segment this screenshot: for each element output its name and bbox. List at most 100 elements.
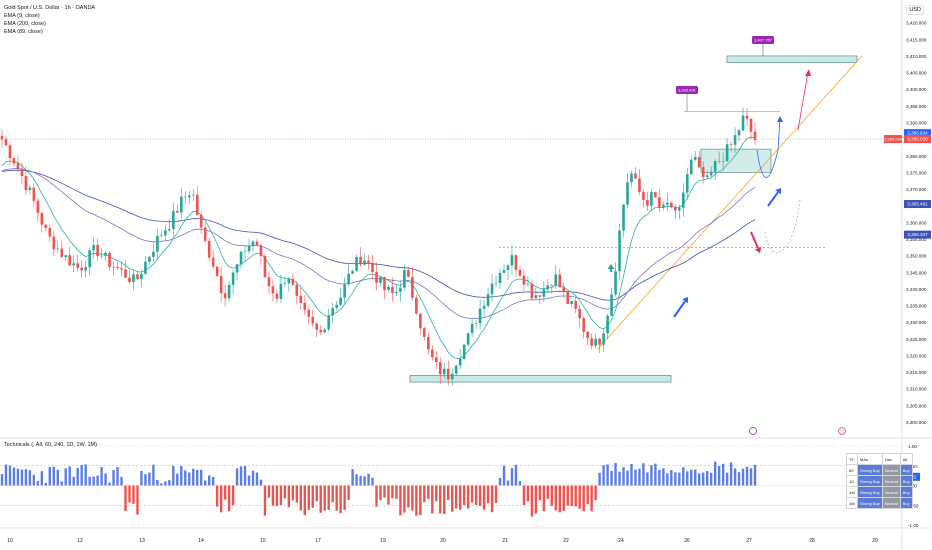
ind-bar (160, 483, 163, 486)
ind-bar (124, 485, 127, 511)
ind-bar (176, 473, 179, 486)
candle (319, 329, 323, 333)
ind-bar (371, 477, 374, 486)
candle (259, 245, 263, 256)
x-tick-label: 10 (7, 538, 13, 544)
ind-bar (343, 485, 346, 510)
ind-bar (574, 485, 577, 507)
target-tag-text: 3,407.757 (754, 38, 773, 43)
candle (327, 315, 330, 330)
ind-bar (291, 485, 295, 501)
candle (172, 210, 175, 230)
candle (626, 182, 629, 205)
candle (183, 196, 187, 198)
ind-bar (435, 485, 438, 502)
candle (438, 362, 442, 375)
ind-bar (379, 485, 382, 501)
candle (642, 191, 645, 200)
ind-bar (447, 485, 450, 501)
x-tick-label: 19 (380, 538, 386, 544)
legend-ema200[interactable]: EMA (200, close) (4, 21, 46, 27)
resistance-zone (726, 55, 858, 63)
legend-ema89[interactable]: EMA (89, close) (4, 29, 43, 35)
ind-bar (626, 470, 629, 486)
symbol-title[interactable]: Gold Spot / U.S. Dollar · 1h · OANDA (4, 5, 96, 11)
y-tick-label: 3,420.000 (906, 21, 927, 26)
candle (450, 373, 454, 380)
ind-bar (299, 485, 303, 511)
ind-bar (12, 467, 16, 486)
candle (606, 315, 609, 334)
support-zone (409, 375, 672, 383)
candle (630, 173, 633, 183)
price-axis-tag (904, 230, 931, 239)
y-tick-label: 3,335.000 (906, 304, 927, 309)
ind-bar (546, 485, 550, 499)
arrow-shaft (750, 231, 759, 249)
y-tick-label: 3,405.000 (906, 71, 927, 76)
legend-ema9[interactable]: EMA (9, close) (4, 13, 40, 19)
candle (223, 293, 227, 299)
ind-bar (243, 465, 247, 486)
ind-bar (490, 485, 494, 513)
candle (247, 246, 251, 252)
ind-bar (331, 485, 334, 503)
currency-label[interactable]: USD (906, 5, 924, 15)
ind-bar (271, 485, 275, 506)
candle (494, 282, 498, 284)
candle (594, 338, 597, 346)
ind-bar (702, 472, 705, 486)
ind-bar (188, 472, 191, 486)
header-mas: MAs (857, 453, 883, 465)
candle (634, 173, 637, 179)
ind-bar (598, 472, 601, 486)
ind-bar (116, 467, 119, 486)
candle (179, 196, 183, 213)
candle (311, 316, 315, 324)
flag-marker-icon (838, 427, 846, 435)
ind-bar (4, 464, 8, 486)
ind-bar (698, 473, 701, 486)
candle (737, 130, 741, 136)
ind-bar (247, 475, 251, 486)
ind-bar (363, 476, 366, 486)
y-tick-label: 3,310.000 (906, 387, 927, 392)
candle (28, 187, 32, 190)
ind-bar (650, 465, 653, 486)
ind-bar (638, 468, 641, 486)
candle (387, 286, 390, 290)
ind-bar (80, 464, 83, 486)
ind-bar (566, 485, 569, 506)
ind-bar (554, 485, 557, 511)
candle (136, 274, 139, 280)
candle (16, 163, 20, 169)
candle (96, 244, 99, 257)
y-tick-label: 3,390.000 (906, 120, 927, 125)
row-tf: 60 (846, 464, 858, 476)
ind-bar (610, 470, 613, 486)
candle (235, 264, 239, 273)
ind-bar (451, 485, 454, 512)
candle (227, 284, 231, 299)
ind-bar (207, 475, 211, 486)
candle (697, 157, 701, 168)
candle (670, 202, 673, 208)
candle (148, 256, 151, 262)
candle (415, 297, 418, 314)
candle (733, 135, 737, 145)
retest-zone (700, 148, 772, 173)
ind-bar (403, 485, 406, 513)
candle (486, 294, 490, 306)
ind-bar (562, 485, 565, 511)
ind-bar (32, 474, 36, 486)
candle (255, 241, 259, 246)
ind-bar (56, 469, 59, 486)
price-axis-tag-text: 3,385.030 (907, 137, 928, 142)
ind-bar (315, 485, 318, 502)
candle (64, 255, 68, 258)
ind-bar (646, 472, 649, 486)
ind-bar (630, 463, 633, 486)
indicator-title[interactable]: Technicals (, All, 60, 240, 1D, 1W, 1M) (4, 442, 97, 448)
ind-bar (283, 485, 287, 499)
